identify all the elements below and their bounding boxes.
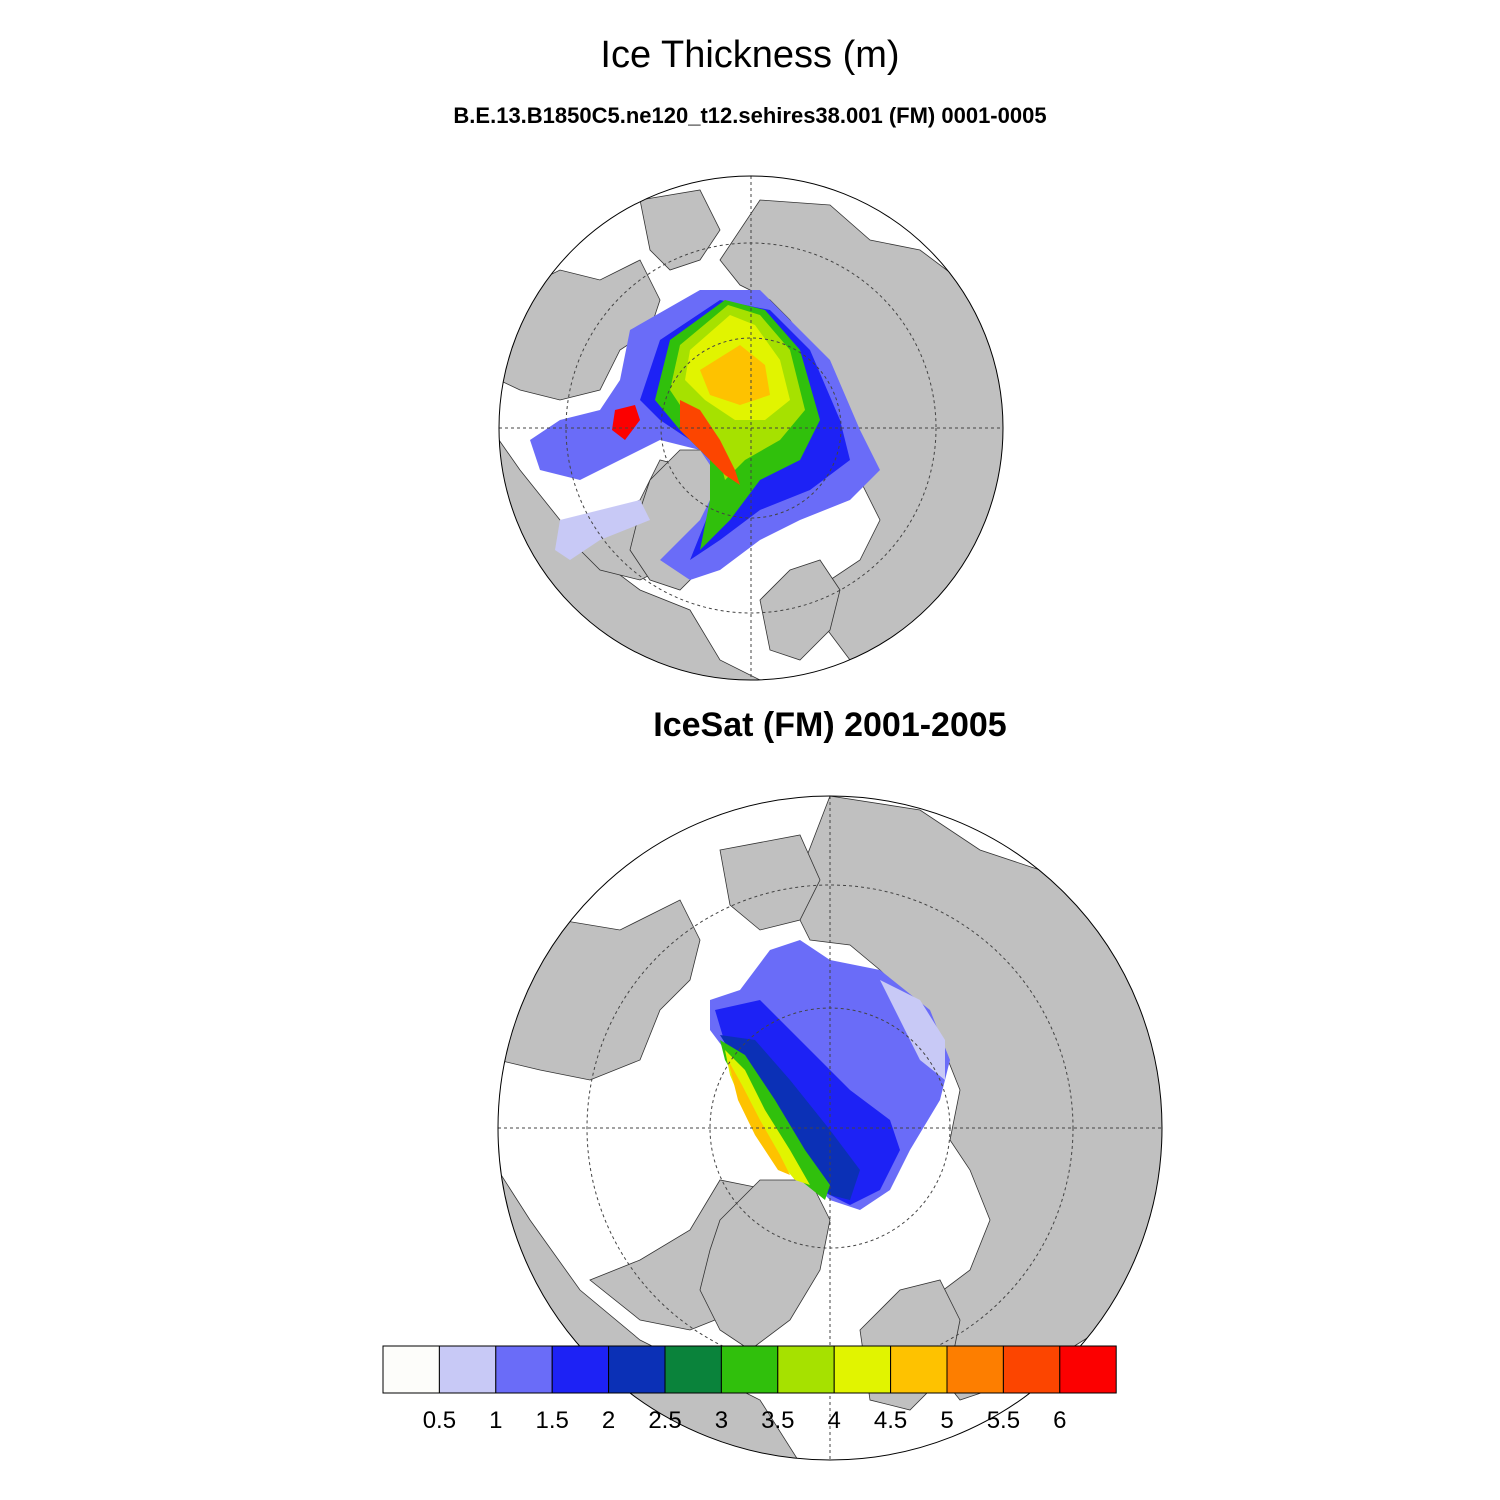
colorbar-tick-label: 4 [827,1407,841,1434]
icesat-ice-orange [728,1060,790,1175]
colorbar-swatch [438,1345,497,1394]
colorbar-tick-label: 3.5 [761,1407,795,1434]
colorbar [382,1345,1117,1394]
colorbar-tick-label: 5.5 [986,1407,1021,1434]
colorbar-tick-label: 6 [1053,1407,1067,1434]
panel1-subtitle: B.E.13.B1850C5.ne120_t12.sehires38.001 (… [453,103,1047,128]
panel2-subtitle: IceSat (FM) 2001-2005 [653,706,1007,744]
colorbar-tick-label: 1.5 [535,1407,569,1434]
colorbar-swatch [777,1345,835,1394]
colorbar-tick-label: 2 [601,1407,616,1434]
colorbar-tick-label: 0.5 [422,1407,457,1434]
icesat-ice-light [880,980,945,1080]
ice-red [612,405,640,440]
land-alaska [639,189,721,271]
colorbar-swatch [1002,1345,1061,1394]
ice-orange [700,345,770,405]
colorbar-swatch [551,1345,610,1394]
colorbar-swatch [833,1345,892,1394]
colorbar-swatch [608,1345,666,1394]
colorbar-tick-label: 4.5 [873,1407,908,1434]
ice-light [555,500,650,560]
model-polar-map [498,175,1004,681]
colorbar-swatch [720,1345,779,1394]
main-title: Ice Thickness (m) [600,34,900,76]
colorbar-swatch [495,1345,553,1394]
land-scandinavia [759,559,841,661]
colorbar-tick-label: 5 [940,1407,954,1434]
colorbar-swatch [664,1345,722,1394]
colorbar-swatch [1059,1345,1117,1394]
icesat-polar-map [497,795,1163,1461]
icesat-ice-yellow [725,1050,810,1185]
colorbar-tick-label: 1 [489,1407,503,1434]
colorbar-tick-label: 3 [714,1407,729,1434]
ice-red-coast [680,400,740,485]
land-alaska-2 [719,834,821,931]
colorbar-swatch [890,1345,948,1394]
colorbar-tick-label: 2.5 [648,1407,682,1434]
colorbar-swatch [382,1345,440,1394]
colorbar-swatch [946,1345,1004,1394]
land-greenland-2 [699,1179,831,1351]
